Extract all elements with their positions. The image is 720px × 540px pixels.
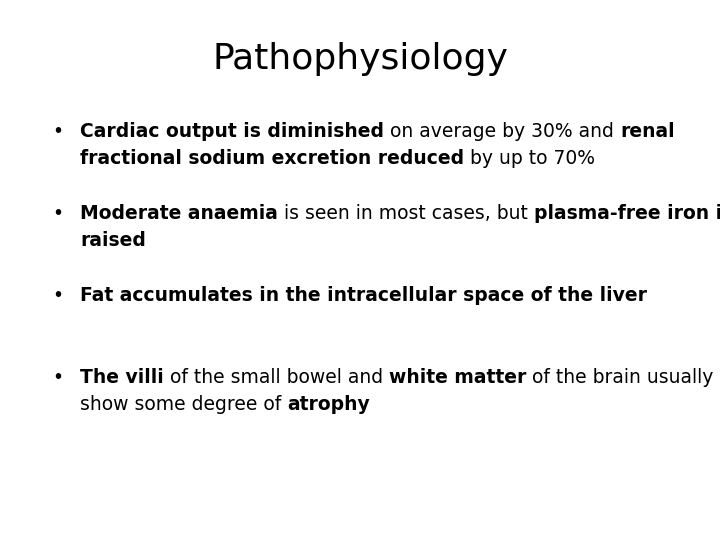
Text: atrophy: atrophy [287, 395, 370, 414]
Text: of the brain usually: of the brain usually [526, 368, 714, 387]
Text: •: • [52, 204, 63, 223]
Text: Moderate anaemia: Moderate anaemia [80, 204, 278, 223]
Text: The villi: The villi [80, 368, 163, 387]
Text: Cardiac output is diminished: Cardiac output is diminished [80, 122, 384, 141]
Text: plasma-free iron is: plasma-free iron is [534, 204, 720, 223]
Text: white matter: white matter [389, 368, 526, 387]
Text: •: • [52, 122, 63, 141]
Text: of the small bowel and: of the small bowel and [163, 368, 389, 387]
Text: Fat accumulates in the intracellular space of the liver: Fat accumulates in the intracellular spa… [80, 286, 647, 305]
Text: on average by 30% and: on average by 30% and [384, 122, 620, 141]
Text: show some degree of: show some degree of [80, 395, 287, 414]
Text: by up to 70%: by up to 70% [464, 148, 595, 167]
Text: raised: raised [80, 231, 146, 249]
Text: Pathophysiology: Pathophysiology [212, 42, 508, 76]
Text: is seen in most cases, but: is seen in most cases, but [278, 204, 534, 223]
Text: renal: renal [620, 122, 675, 141]
Text: •: • [52, 368, 63, 387]
Text: •: • [52, 286, 63, 305]
Text: fractional sodium excretion reduced: fractional sodium excretion reduced [80, 148, 464, 167]
